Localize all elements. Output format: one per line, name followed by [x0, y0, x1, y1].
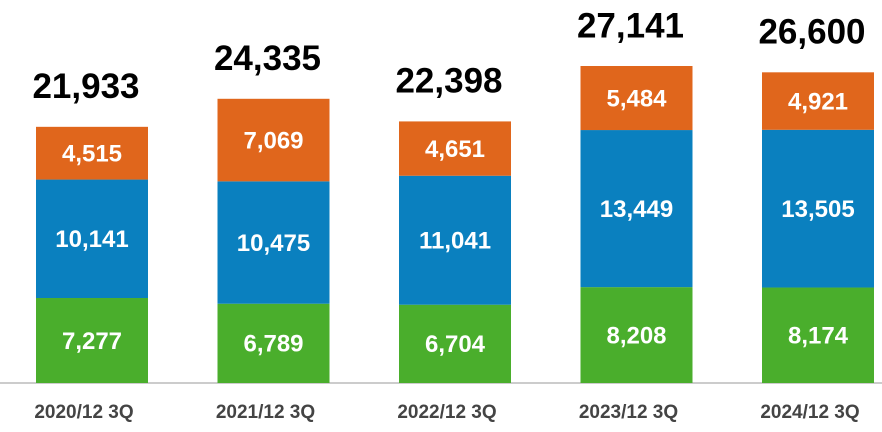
- x-tick-label: 2024/12 3Q: [760, 402, 859, 423]
- bar-segment: [762, 287, 874, 383]
- data-label: 8,208: [606, 322, 666, 349]
- total-label: 27,141: [577, 6, 684, 45]
- total-label: 21,933: [32, 67, 139, 106]
- bar-segment: [762, 129, 874, 288]
- bar-segment: [36, 298, 148, 383]
- bar-segment: [762, 72, 874, 130]
- total-label: 24,335: [214, 39, 321, 78]
- data-label: 7,277: [62, 328, 122, 355]
- bar-segment: [580, 66, 693, 131]
- data-label: 8,174: [788, 323, 849, 350]
- data-label: 6,704: [425, 331, 486, 358]
- x-tick-label: 2022/12 3Q: [397, 402, 496, 423]
- data-label: 5,484: [606, 85, 667, 112]
- bar-segment: [580, 287, 693, 383]
- data-label: 11,041: [419, 228, 491, 255]
- bar-segment: [399, 121, 511, 176]
- data-label: 4,921: [788, 88, 848, 115]
- bar-segment: [217, 303, 330, 383]
- bar-segment: [217, 181, 330, 304]
- data-label: 13,505: [781, 196, 854, 223]
- bar-segment: [399, 304, 511, 383]
- x-tick-label: 2020/12 3Q: [34, 402, 133, 423]
- bar-segment: [399, 175, 511, 305]
- data-label: 10,475: [237, 230, 310, 257]
- total-label: 26,600: [758, 13, 865, 52]
- bar-segment: [36, 179, 148, 299]
- bar-segment: [580, 130, 693, 288]
- data-label: 6,789: [243, 331, 303, 358]
- x-tick-label: 2023/12 3Q: [579, 402, 678, 423]
- bar-segment: [217, 98, 330, 182]
- data-label: 7,069: [243, 127, 303, 154]
- data-label: 10,141: [55, 226, 128, 253]
- data-label: 4,651: [425, 136, 485, 163]
- data-label: 4,515: [62, 141, 122, 168]
- total-label: 22,398: [395, 62, 502, 101]
- x-tick-label: 2021/12 3Q: [216, 402, 315, 423]
- bar-segment: [36, 126, 148, 180]
- data-label: 13,449: [600, 196, 673, 223]
